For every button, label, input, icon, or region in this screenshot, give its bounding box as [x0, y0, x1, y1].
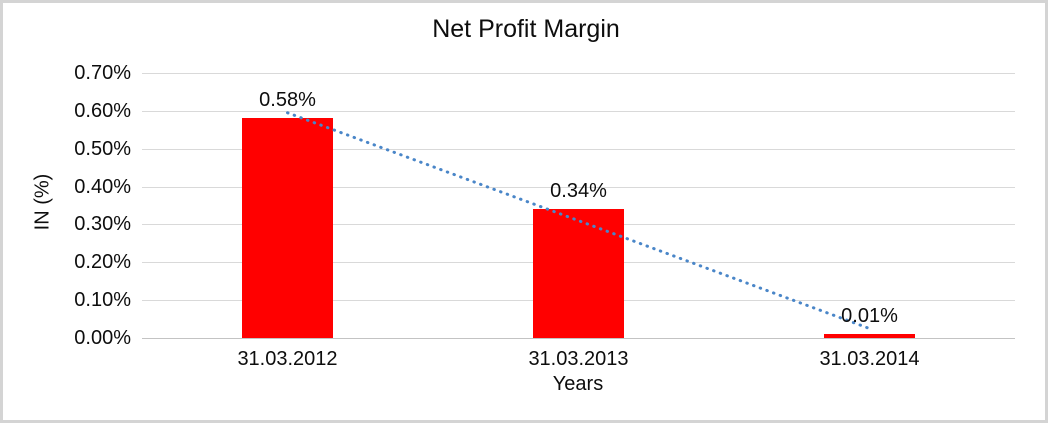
y-axis-tick-label: 0.00% [74, 327, 131, 349]
bar-31.03.2014 [824, 334, 915, 338]
x-axis-line [142, 338, 1015, 339]
gridline [142, 110, 1015, 112]
x-axis-title: Years [552, 373, 604, 395]
x-axis-tick-label: 31.03.2013 [528, 348, 629, 370]
gridline [142, 148, 1015, 150]
gridline [142, 73, 1015, 74]
y-axis-tick-label: 0.60% [74, 99, 131, 122]
chart-title: Net Profit Margin [432, 15, 620, 43]
plot-area: 0.58% 0.34% 0.01% [142, 73, 1015, 339]
y-axis-tick-label: 0.30% [74, 213, 131, 236]
bar-31.03.2012 [242, 118, 333, 338]
data-label: 0.01% [841, 305, 898, 328]
trendline-layer [286, 111, 871, 331]
x-axis-tick-label: 31.03.2012 [237, 348, 338, 370]
linear-trendline [286, 111, 871, 331]
gridline [142, 186, 1015, 188]
data-label: 0.34% [550, 180, 607, 203]
data-label: 0.58% [259, 89, 316, 112]
y-axis-tick-label: 0.20% [74, 251, 131, 274]
y-axis-tick-label: 0.50% [74, 137, 131, 160]
y-axis-tick-label: 0.10% [74, 289, 131, 312]
x-axis-tick-label: 31.03.2014 [819, 348, 920, 370]
y-axis-tick-label: 0.40% [74, 175, 131, 198]
y-axis-tick-label: 0.70% [74, 62, 131, 84]
